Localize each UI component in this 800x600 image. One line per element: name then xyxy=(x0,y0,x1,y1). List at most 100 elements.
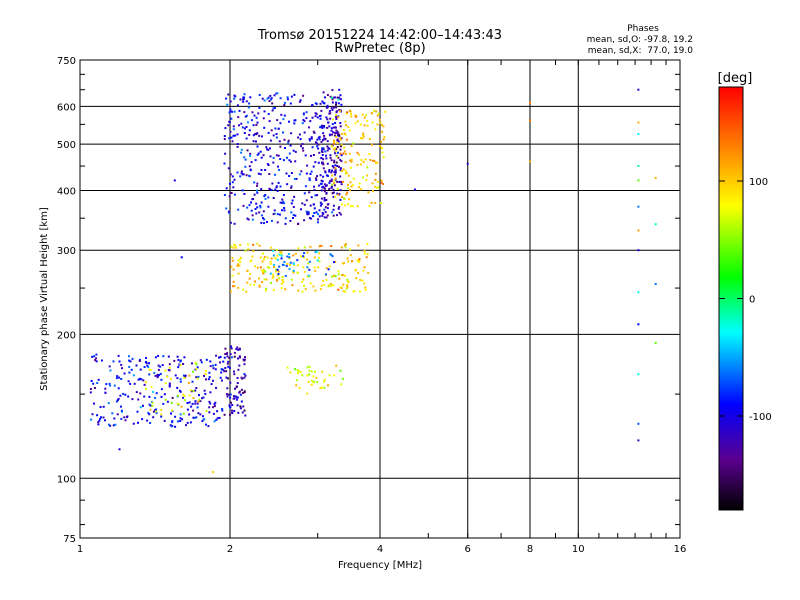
echo-point xyxy=(272,107,275,110)
echo-point xyxy=(243,93,246,96)
echo-point xyxy=(100,416,102,419)
echo-point xyxy=(258,106,261,109)
echo-point xyxy=(320,182,323,185)
echo-point xyxy=(243,358,246,361)
echo-point xyxy=(212,406,214,409)
echo-point xyxy=(276,254,279,257)
echo-point xyxy=(324,206,327,209)
echo-point xyxy=(173,359,176,362)
echo-point xyxy=(370,112,373,115)
echo-point xyxy=(348,152,351,155)
echo-point xyxy=(288,175,291,177)
echo-point xyxy=(269,155,272,158)
echo-point xyxy=(229,100,232,103)
echo-point xyxy=(214,363,217,366)
echo-point xyxy=(272,156,275,159)
echo-point xyxy=(336,214,338,217)
echo-point xyxy=(345,124,347,127)
echo-point xyxy=(239,405,242,408)
echo-point xyxy=(286,366,289,369)
echo-point xyxy=(270,188,273,191)
echo-point xyxy=(277,154,280,157)
echo-point xyxy=(280,251,283,254)
echo-point xyxy=(275,249,278,251)
echo-point xyxy=(343,262,346,265)
echo-point xyxy=(338,88,341,91)
echo-point xyxy=(322,279,325,282)
echo-point xyxy=(357,272,360,274)
echo-point xyxy=(294,214,297,217)
echo-point xyxy=(223,135,226,137)
echo-point xyxy=(263,278,266,281)
echo-point xyxy=(193,417,196,419)
echo-point xyxy=(259,150,262,153)
echo-point xyxy=(324,96,326,99)
echo-point xyxy=(302,113,305,116)
echo-point xyxy=(177,394,179,397)
echo-point xyxy=(283,207,286,209)
echo-point xyxy=(202,396,205,399)
echo-point xyxy=(331,108,334,111)
echo-point xyxy=(316,381,319,384)
echo-point xyxy=(246,217,249,220)
echo-point xyxy=(179,417,182,420)
echo-point xyxy=(325,278,328,281)
echo-point xyxy=(333,274,335,277)
echo-point xyxy=(139,392,142,395)
echo-point xyxy=(313,212,316,214)
echo-point xyxy=(354,122,357,125)
echo-point xyxy=(275,136,278,139)
echo-point xyxy=(200,361,203,364)
echo-point xyxy=(308,268,311,271)
phases-o-stats: mean, sd,O: -97.8, 19.2 xyxy=(587,35,693,45)
echo-point xyxy=(307,380,310,383)
echo-point xyxy=(326,106,329,109)
echo-point xyxy=(322,175,325,178)
echo-point xyxy=(238,390,241,393)
echo-point xyxy=(302,119,305,121)
echo-point xyxy=(271,109,274,112)
echo-point xyxy=(243,376,246,379)
echo-point xyxy=(369,159,372,161)
echo-point xyxy=(139,406,142,409)
echo-point xyxy=(296,369,299,371)
echo-point xyxy=(258,285,261,288)
echo-point xyxy=(268,173,271,175)
echo-point xyxy=(346,257,349,260)
echo-point xyxy=(334,168,337,171)
echo-point xyxy=(176,402,179,405)
echo-point xyxy=(382,125,385,128)
echo-point xyxy=(196,406,199,409)
echo-point xyxy=(323,216,326,219)
echo-point xyxy=(375,162,377,165)
echo-point xyxy=(237,357,239,360)
echo-point xyxy=(343,204,346,207)
echo-point xyxy=(379,202,382,204)
echo-point xyxy=(212,379,214,382)
echo-point xyxy=(321,212,324,214)
echo-point xyxy=(226,362,229,365)
echo-point xyxy=(247,106,250,109)
echo-point xyxy=(126,415,129,418)
echo-point xyxy=(376,114,379,117)
echo-point xyxy=(290,278,293,281)
echo-point xyxy=(339,138,342,141)
echo-point xyxy=(283,104,286,106)
echo-point xyxy=(380,124,383,127)
echo-point xyxy=(349,254,352,257)
echo-point xyxy=(178,363,181,366)
echo-point xyxy=(323,208,326,211)
echo-point xyxy=(231,404,234,406)
echo-point xyxy=(148,362,150,365)
echo-point xyxy=(240,170,243,173)
echo-point xyxy=(362,133,365,136)
echo-point xyxy=(332,208,335,211)
echo-point xyxy=(316,145,318,148)
echo-point xyxy=(342,290,345,293)
echo-point xyxy=(311,146,314,149)
echo-point xyxy=(272,249,275,252)
echo-point xyxy=(266,221,268,223)
echo-point xyxy=(245,100,248,103)
echo-point xyxy=(292,214,295,216)
